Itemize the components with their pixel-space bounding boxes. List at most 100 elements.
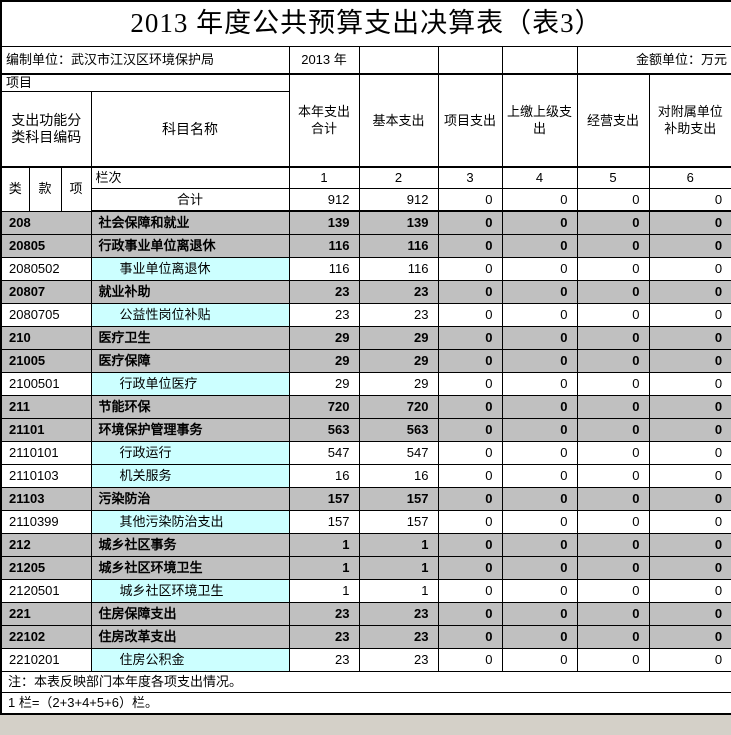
column-number: 1 bbox=[288, 166, 360, 190]
table-row: 2080705 公益性岗位补贴 23 23 0 0 0 0 bbox=[0, 303, 731, 328]
row-value: 0 bbox=[501, 464, 578, 489]
row-value: 0 bbox=[648, 395, 731, 420]
row-value: 0 bbox=[437, 625, 503, 650]
table-row: 2110103 机关服务 16 16 0 0 0 0 bbox=[0, 464, 731, 489]
meta-empty-cell bbox=[437, 46, 503, 75]
table-row: 208 社会保障和就业 139 139 0 0 0 0 bbox=[0, 210, 731, 236]
row-value: 0 bbox=[648, 234, 731, 259]
table-body: 208 社会保障和就业 139 139 0 0 0 0 20805 行政事业单位离退休 116 116… bbox=[0, 210, 731, 673]
table-row: 212 城乡社区事务 1 1 0 0 0 0 bbox=[0, 533, 731, 558]
row-code: 2110103 bbox=[0, 464, 92, 489]
row-value: 0 bbox=[648, 210, 731, 236]
total-label: 合计 bbox=[90, 188, 290, 213]
row-value: 29 bbox=[288, 349, 360, 374]
row-value: 0 bbox=[437, 326, 503, 351]
row-value: 0 bbox=[576, 625, 650, 650]
row-code: 21101 bbox=[0, 418, 92, 443]
table-row: 211 节能环保 720 720 0 0 0 0 bbox=[0, 395, 731, 420]
row-value: 0 bbox=[648, 349, 731, 374]
prepared-by-label: 编制单位：武汉市江汉区环境保护局 bbox=[0, 46, 290, 75]
row-subject-name: 行政事业单位离退休 bbox=[90, 234, 290, 259]
row-subject-name: 机关服务 bbox=[90, 464, 290, 489]
row-code: 210 bbox=[0, 326, 92, 351]
row-value: 0 bbox=[501, 441, 578, 466]
column-number: 2 bbox=[358, 166, 439, 190]
table-row: 21103 污染防治 157 157 0 0 0 0 bbox=[0, 487, 731, 512]
row-value: 0 bbox=[576, 579, 650, 604]
row-code: 208 bbox=[0, 210, 92, 236]
row-value: 0 bbox=[501, 210, 578, 236]
row-value: 1 bbox=[358, 579, 439, 604]
row-value: 0 bbox=[501, 579, 578, 604]
row-value: 0 bbox=[648, 602, 731, 627]
row-value: 0 bbox=[576, 533, 650, 558]
table-row: 2110399 其他污染防治支出 157 157 0 0 0 0 bbox=[0, 510, 731, 535]
row-value: 29 bbox=[288, 326, 360, 351]
row-value: 0 bbox=[501, 234, 578, 259]
row-value: 0 bbox=[576, 372, 650, 397]
row-value: 0 bbox=[501, 625, 578, 650]
budget-table: 2013 年度公共预算支出决算表（表3） 编制单位：武汉市江汉区环境保护局 20… bbox=[0, 0, 731, 716]
row-value: 0 bbox=[501, 303, 578, 328]
total-value: 0 bbox=[437, 188, 503, 213]
row-value: 720 bbox=[288, 395, 360, 420]
row-value: 0 bbox=[437, 441, 503, 466]
row-value: 157 bbox=[288, 510, 360, 535]
row-value: 0 bbox=[501, 556, 578, 581]
row-value: 0 bbox=[437, 372, 503, 397]
row-value: 157 bbox=[358, 510, 439, 535]
code-sub-kuan: 款 bbox=[28, 166, 62, 212]
row-subject-name: 行政运行 bbox=[90, 441, 290, 466]
row-value: 139 bbox=[358, 210, 439, 236]
row-value: 23 bbox=[288, 648, 360, 673]
row-value: 0 bbox=[576, 556, 650, 581]
table-row: 21205 城乡社区环境卫生 1 1 0 0 0 0 bbox=[0, 556, 731, 581]
row-value: 0 bbox=[501, 648, 578, 673]
row-value: 0 bbox=[501, 602, 578, 627]
row-subject-name: 公益性岗位补贴 bbox=[90, 303, 290, 328]
row-value: 0 bbox=[576, 303, 650, 328]
row-value: 1 bbox=[358, 556, 439, 581]
row-value: 23 bbox=[358, 602, 439, 627]
row-code: 211 bbox=[0, 395, 92, 420]
row-value: 0 bbox=[437, 487, 503, 512]
row-value: 0 bbox=[437, 418, 503, 443]
formula-note-text: 1 栏=（2+3+4+5+6）栏。 bbox=[0, 692, 731, 715]
row-value: 29 bbox=[358, 326, 439, 351]
row-value: 29 bbox=[288, 372, 360, 397]
total-value: 912 bbox=[358, 188, 439, 213]
row-value: 0 bbox=[501, 487, 578, 512]
row-value: 0 bbox=[437, 280, 503, 305]
row-value: 0 bbox=[437, 464, 503, 489]
row-value: 0 bbox=[648, 487, 731, 512]
row-value: 1 bbox=[288, 579, 360, 604]
row-value: 0 bbox=[648, 326, 731, 351]
row-value: 23 bbox=[358, 280, 439, 305]
row-value: 0 bbox=[576, 487, 650, 512]
row-value: 720 bbox=[358, 395, 439, 420]
row-code: 21005 bbox=[0, 349, 92, 374]
total-row: 合计 912 912 0 0 0 0 bbox=[1, 188, 731, 213]
row-subject-name: 环境保护管理事务 bbox=[90, 418, 290, 443]
row-value: 0 bbox=[501, 395, 578, 420]
row-value: 0 bbox=[648, 648, 731, 673]
meta-empty-cell bbox=[501, 46, 578, 75]
page-title: 2013 年度公共预算支出决算表（表3） bbox=[0, 0, 731, 47]
amount-unit-label: 金额单位：万元 bbox=[576, 46, 731, 75]
row-value: 0 bbox=[437, 556, 503, 581]
row-value: 0 bbox=[437, 602, 503, 627]
row-value: 0 bbox=[648, 257, 731, 282]
row-code: 221 bbox=[0, 602, 92, 627]
year-label: 2013 年 bbox=[288, 46, 360, 75]
row-value: 0 bbox=[648, 464, 731, 489]
row-value: 116 bbox=[358, 257, 439, 282]
row-value: 0 bbox=[437, 510, 503, 535]
item-header-row: 项目 本年支出合计 基本支出 项目支出 上缴上级支出 经营支出 对附属单位补助支… bbox=[0, 73, 731, 169]
meta-row: 编制单位：武汉市江汉区环境保护局 2013 年 金额单位：万元 bbox=[0, 46, 731, 75]
row-value: 547 bbox=[358, 441, 439, 466]
row-value: 1 bbox=[288, 533, 360, 558]
row-value: 0 bbox=[576, 280, 650, 305]
row-value: 23 bbox=[288, 303, 360, 328]
table-row: 221 住房保障支出 23 23 0 0 0 0 bbox=[0, 602, 731, 627]
total-value: 912 bbox=[288, 188, 360, 213]
